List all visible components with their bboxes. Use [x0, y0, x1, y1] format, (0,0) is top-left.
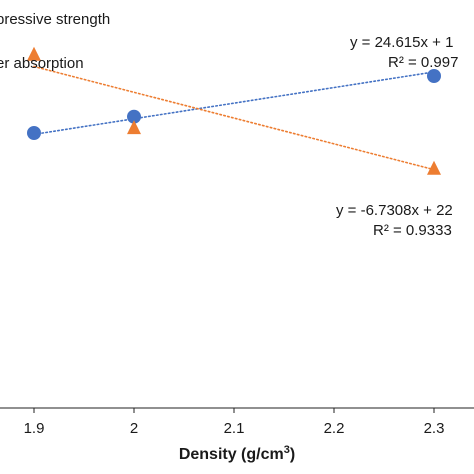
- trendline-compressive: [33, 71, 435, 136]
- trendline-equation-absorption: y = -6.7308x + 22 R² = 0.9333: [336, 202, 453, 239]
- x-tick-label: 2.2: [324, 420, 345, 437]
- point-compressive-0: [27, 126, 41, 140]
- legend: pressive strength er absorption: [0, 11, 110, 72]
- plot-area: [27, 46, 441, 175]
- x-axis-title: Density (g/cm3): [179, 444, 295, 463]
- equation-compressive: y = 24.615x + 1: [350, 34, 453, 51]
- point-absorption-1: [127, 120, 141, 135]
- point-absorption-2: [427, 160, 441, 175]
- r2-absorption: R² = 0.9333: [373, 222, 452, 239]
- x-tick-label: 1.9: [24, 420, 45, 437]
- r2-compressive: R² = 0.997: [388, 54, 458, 71]
- trendline-equation-compressive: y = 24.615x + 1 R² = 0.997: [350, 34, 458, 71]
- point-compressive-2: [427, 69, 441, 83]
- point-absorption-0: [27, 46, 41, 61]
- x-tick-label: 2.3: [424, 420, 445, 437]
- equation-absorption: y = -6.7308x + 22: [336, 202, 453, 219]
- legend-label-water-absorption: er absorption: [0, 55, 84, 72]
- x-tick-labels: 1.9 2 2.1 2.2 2.3: [24, 408, 445, 437]
- x-tick-label: 2: [130, 420, 138, 437]
- x-tick-label: 2.1: [224, 420, 245, 437]
- legend-label-compressive-strength: pressive strength: [0, 11, 110, 28]
- point-compressive-1: [127, 109, 141, 124]
- trendline-absorption: [33, 65, 435, 171]
